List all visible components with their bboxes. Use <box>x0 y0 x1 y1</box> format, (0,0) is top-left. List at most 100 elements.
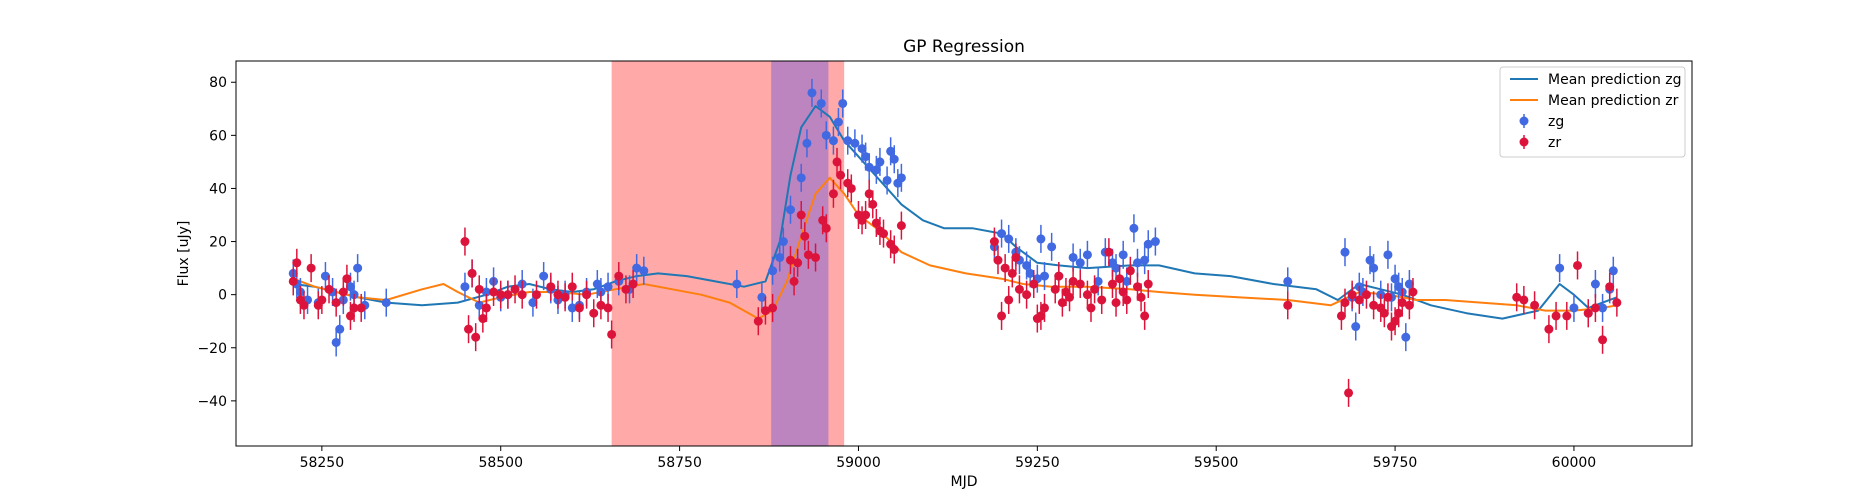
point-zg <box>828 136 838 146</box>
point-zr <box>785 255 795 265</box>
x-tick-label: 58750 <box>657 455 702 471</box>
point-zg <box>1111 263 1121 273</box>
point-zr <box>345 311 355 321</box>
point-zr <box>1014 284 1024 294</box>
x-tick-label: 58500 <box>478 455 523 471</box>
point-zr <box>607 329 617 339</box>
point-zg <box>1555 263 1565 273</box>
point-zr <box>582 290 592 300</box>
point-zr <box>1379 308 1389 318</box>
point-zg <box>1082 250 1092 260</box>
point-zr <box>603 303 613 313</box>
point-zr <box>1583 308 1593 318</box>
point-zr <box>1347 290 1357 300</box>
point-zr <box>864 189 874 199</box>
point-zr <box>481 303 491 313</box>
point-zg <box>896 173 906 183</box>
point-zr <box>1544 324 1554 334</box>
point-zr <box>467 268 477 278</box>
point-zg <box>1390 274 1400 284</box>
point-zr <box>474 284 484 294</box>
point-zg <box>1047 242 1057 252</box>
point-zr <box>1104 247 1114 257</box>
point-zr <box>1397 298 1407 308</box>
point-zg <box>1133 258 1143 268</box>
point-zr <box>989 237 999 247</box>
point-zg <box>843 136 853 146</box>
point-zg <box>1283 276 1293 286</box>
y-axis-label: Flux [uJy] <box>176 221 192 287</box>
point-zr <box>1354 295 1364 305</box>
y-tick-label: 80 <box>209 75 227 91</box>
point-zg <box>381 298 391 308</box>
point-zr <box>993 255 1003 265</box>
point-zg <box>997 229 1007 239</box>
point-zr <box>1562 311 1572 321</box>
point-zr <box>1336 311 1346 321</box>
point-zr <box>342 274 352 284</box>
point-zg <box>833 117 843 127</box>
point-zg <box>1140 255 1150 265</box>
point-zr <box>1344 388 1354 398</box>
point-zr <box>567 282 577 292</box>
point-zr <box>1361 290 1371 300</box>
point-zg <box>807 88 817 98</box>
point-zg <box>1093 276 1103 286</box>
legend-swatch-marker <box>1519 116 1529 126</box>
point-zg <box>857 144 867 154</box>
point-zr <box>1408 287 1418 297</box>
point-zg <box>757 292 767 302</box>
point-zr <box>1530 300 1540 310</box>
y-tick-label: 0 <box>218 288 227 304</box>
point-zr <box>546 282 556 292</box>
point-zg <box>875 157 885 167</box>
line-mean-prediction-zg <box>293 105 1618 320</box>
point-zr <box>589 308 599 318</box>
point-zr <box>1107 279 1117 289</box>
x-tick-label: 58250 <box>300 455 345 471</box>
point-zr <box>553 290 563 300</box>
point-zr <box>811 252 821 262</box>
legend-swatch-marker <box>1519 137 1529 147</box>
point-zr <box>1086 303 1096 313</box>
x-tick-label: 59500 <box>1194 455 1239 471</box>
point-zg <box>1369 263 1379 273</box>
point-zr <box>306 263 316 273</box>
point-zr <box>510 284 520 294</box>
y-tick-label: 40 <box>209 181 227 197</box>
point-zg <box>320 271 330 281</box>
y-axis: −40 −20 0 20 40 60 80 <box>197 75 236 410</box>
point-zg <box>1143 239 1153 249</box>
point-zr <box>1111 298 1121 308</box>
point-zr <box>1519 295 1529 305</box>
point-zr <box>889 245 899 255</box>
point-zg <box>353 263 363 273</box>
point-zg <box>1122 276 1132 286</box>
point-zr <box>496 290 506 300</box>
point-zr <box>1143 279 1153 289</box>
point-zr <box>1054 271 1064 281</box>
point-zg <box>816 98 826 108</box>
point-zg <box>778 237 788 247</box>
point-zr <box>464 324 474 334</box>
point-zr <box>1394 308 1404 318</box>
point-zg <box>639 266 649 276</box>
point-zr <box>621 284 631 294</box>
point-zg <box>886 146 896 156</box>
point-series-layer <box>288 78 1622 407</box>
plot-frame <box>235 60 1693 447</box>
point-zg <box>1608 266 1618 276</box>
point-zr <box>753 316 763 326</box>
y-tick-label: −40 <box>197 394 227 410</box>
point-zr <box>1004 295 1014 305</box>
point-zr <box>299 300 309 310</box>
point-zr <box>503 290 513 300</box>
point-zr <box>1097 295 1107 305</box>
point-zr <box>532 290 542 300</box>
point-zr <box>768 303 778 313</box>
line-series-layer <box>292 105 1618 320</box>
point-zg <box>345 282 355 292</box>
point-zg <box>1569 303 1579 313</box>
point-zr <box>1039 303 1049 313</box>
